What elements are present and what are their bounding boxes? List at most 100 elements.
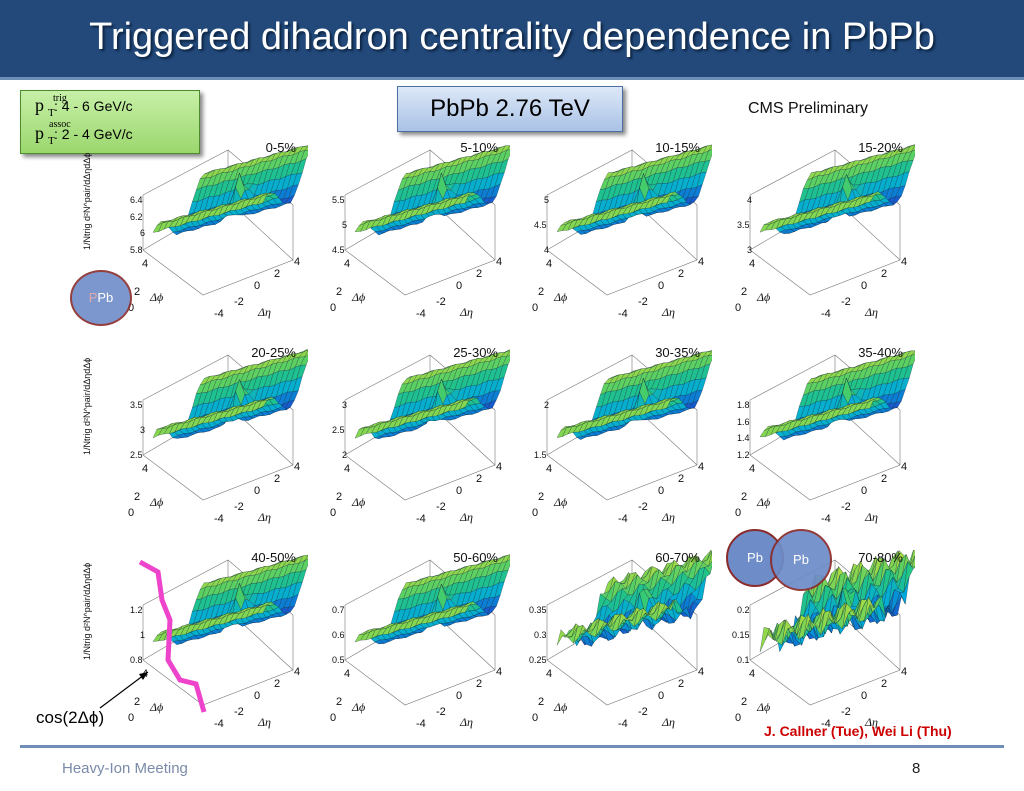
phi-axis-label: Δϕ: [757, 290, 771, 304]
phi-tick-label: 2: [741, 286, 748, 298]
phi-tick-label: 2: [134, 696, 141, 708]
surface-plot-svg: [344, 349, 510, 501]
eta-tick-label: 2: [881, 678, 888, 690]
z-tick-label: 6.2: [130, 211, 143, 222]
eta-axis-label: Δη: [460, 715, 473, 729]
phi-tick-label: 2: [336, 696, 343, 708]
eta-axis-label: Δη: [662, 715, 675, 729]
cos-arrow-line: [99, 671, 149, 709]
phi-tick-label: 0: [735, 507, 742, 519]
surface-cell: [506, 350, 510, 357]
eta-tick-label: -2: [841, 706, 851, 718]
surface-plot-panel: 0-5% 6.4 6.2 6 5.8 4 2 0 -4 -2 0 2 4 Δϕ Δη: [108, 140, 308, 325]
surface-cell: [304, 350, 308, 358]
plot-axes-frame: [344, 149, 496, 296]
eta-tick-label: -4: [416, 718, 426, 730]
surface-plot-panel: 10-15% 5 4.5 4 4 2 0 -4 -2 0 2 4 Δϕ Δη: [512, 140, 712, 325]
z-tick-label: 4.5: [534, 220, 547, 230]
z-tick-label: 6.4: [130, 195, 143, 205]
eta-tick-label: -2: [436, 706, 446, 718]
eta-tick-label: 2: [274, 678, 281, 690]
phi-axis-label: Δϕ: [352, 700, 366, 714]
eta-tick-label: 0: [456, 690, 463, 702]
z-tick-label: 0.8: [130, 655, 143, 665]
eta-tick-label: 0: [658, 690, 665, 702]
plot-axes-frame: [749, 149, 901, 296]
surface-plot-svg: [749, 350, 915, 501]
phi-axis-label: Δϕ: [150, 495, 164, 509]
eta-axis-label: Δη: [865, 510, 878, 524]
eta-tick-label: 2: [678, 678, 685, 690]
surface-plot-svg: [749, 550, 915, 706]
z-tick-label: 3: [747, 245, 753, 255]
phi-tick-label: 4: [546, 258, 553, 270]
surface-cell: [304, 555, 308, 561]
eta-tick-label: -2: [841, 501, 851, 513]
surface-cell: [304, 146, 308, 151]
z-tick-label: 1.2: [737, 450, 750, 460]
eta-tick-label: 4: [698, 666, 705, 678]
page-number: 8: [912, 760, 921, 777]
centrality-label: 70-80%: [858, 550, 903, 565]
phi-tick-label: 0: [330, 712, 337, 724]
centrality-label: 60-70%: [655, 550, 700, 565]
eta-tick-label: 4: [496, 461, 503, 473]
eta-tick-label: -4: [618, 513, 628, 525]
eta-tick-label: 4: [698, 461, 705, 473]
z-tick-label: 0.25: [529, 655, 547, 665]
eta-tick-label: 0: [861, 485, 868, 497]
z-axis-label: 1/Ntrig d²N^pair/dΔηdΔϕ: [82, 562, 92, 660]
plot-axes-frame: [142, 354, 294, 501]
footer-divider: [20, 745, 1004, 748]
centrality-label: 50-60%: [453, 550, 498, 565]
eta-tick-label: 2: [274, 268, 281, 280]
phi-axis-label: Δϕ: [352, 290, 366, 304]
surface-cell: [257, 194, 268, 205]
eta-tick-label: -4: [821, 513, 831, 525]
pt-assoc-symbol: p: [35, 123, 44, 143]
z-tick-label: 2: [544, 400, 550, 410]
eta-tick-label: 0: [456, 485, 463, 497]
surface-plot-svg: [142, 145, 308, 296]
z-tick-label: 6: [140, 228, 146, 239]
z-tick-label: 3: [140, 425, 146, 435]
eta-tick-label: 0: [254, 280, 261, 292]
z-tick-label: 0.35: [529, 605, 547, 615]
eta-tick-label: -4: [821, 718, 831, 730]
phi-tick-label: 4: [142, 258, 149, 270]
eta-axis-label: Δη: [662, 510, 675, 524]
nucleus-label-right-b: Pb: [793, 552, 809, 567]
phi-tick-label: 0: [330, 302, 337, 314]
surface-plot-panel: 70-80% 0.2 0.15 0.1 4 2 0 -4 -2 0 2 4 Δϕ Δη: [715, 550, 915, 735]
phi-axis-label: Δϕ: [554, 495, 568, 509]
z-tick-label: 3.5: [130, 400, 143, 410]
surface-plot-svg: [344, 145, 510, 296]
surface-plot-svg: [546, 144, 712, 296]
surface-plot-svg: [142, 554, 308, 706]
plot-axes-frame: [546, 354, 698, 501]
z-tick-label: 1.2: [130, 605, 143, 615]
surface-plot-svg: [749, 144, 915, 296]
eta-tick-label: 4: [496, 256, 503, 268]
phi-tick-label: 4: [344, 258, 351, 270]
z-tick-label: 1.5: [534, 450, 547, 460]
surface-cell: [506, 555, 510, 562]
phi-axis-label: Δϕ: [352, 495, 366, 509]
z-tick-label: 4: [544, 245, 550, 255]
cms-preliminary-label: CMS Preliminary: [748, 100, 869, 117]
nucleus-label-left: Pb: [97, 290, 114, 305]
phi-axis-label: Δϕ: [757, 700, 771, 714]
centrality-label: 0-5%: [265, 140, 296, 155]
surface-cell: [506, 146, 510, 151]
z-tick-label: 0.1: [737, 655, 750, 665]
eta-tick-label: 2: [274, 473, 281, 485]
pt-assoc-range: : 2 - 4 GeV/c: [54, 126, 133, 142]
eta-tick-label: 4: [496, 666, 503, 678]
pt-range-box: p trig T: 4 - 6 GeV/c p assoc T: 2 - 4 GeV/c: [20, 90, 200, 154]
eta-tick-label: -2: [638, 706, 648, 718]
plot-axes-frame: [749, 354, 901, 501]
surface-plot-panel: 5-10% 5.5 5 4.5 4 2 0 -4 -2 0 2 4 Δϕ Δη: [310, 140, 510, 325]
phi-tick-label: 0: [128, 302, 135, 314]
